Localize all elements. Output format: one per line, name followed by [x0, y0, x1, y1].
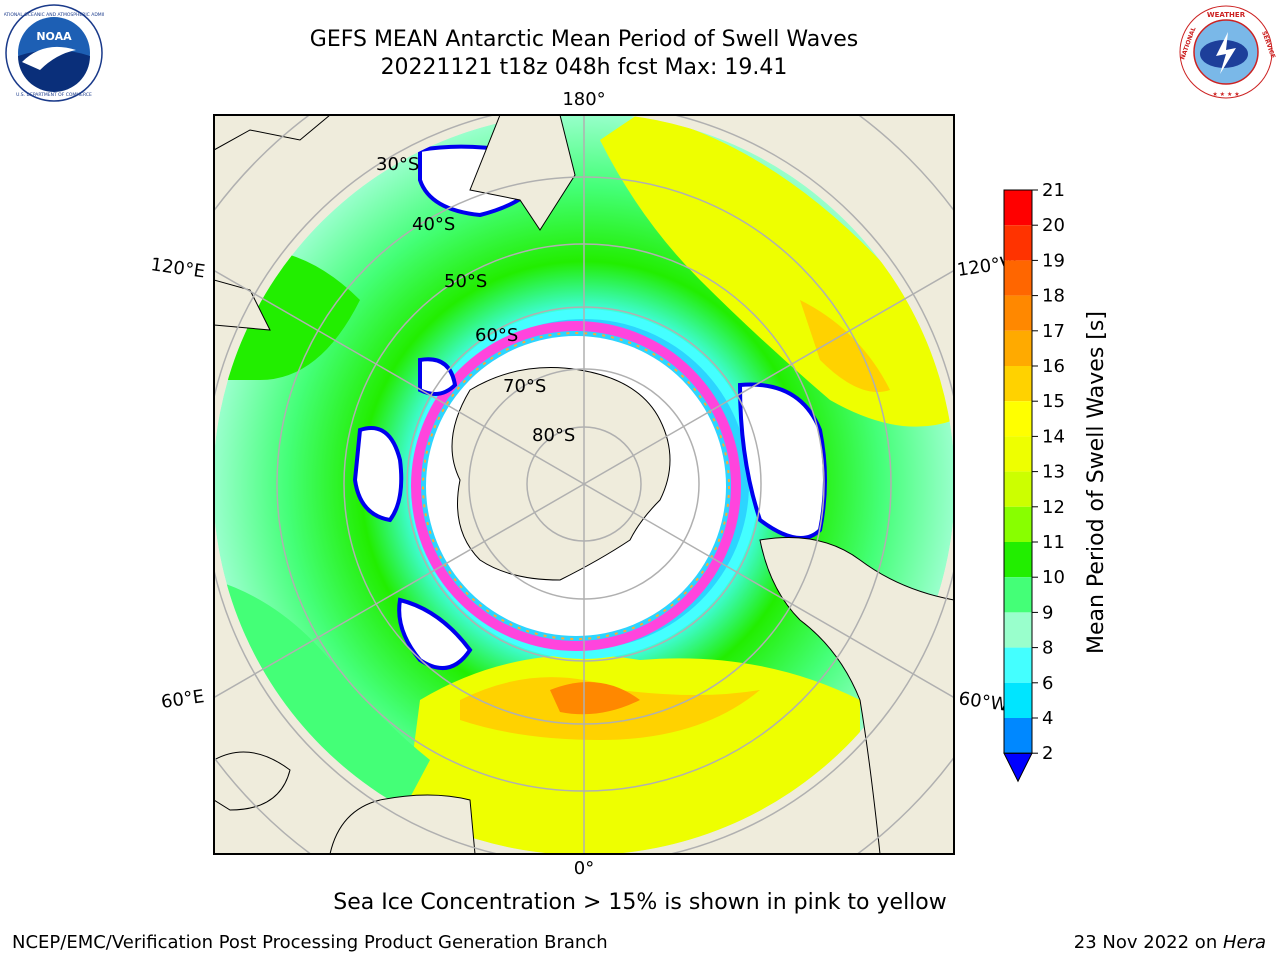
colorbar-tick-label: 12: [1042, 497, 1065, 518]
colorbar-band: [1004, 295, 1032, 331]
colorbar-tick-label: 14: [1042, 426, 1065, 447]
footer-branch: NCEP/EMC/Verification Post Processing Pr…: [12, 932, 608, 953]
svg-text:U.S. DEPARTMENT OF COMMERCE: U.S. DEPARTMENT OF COMMERCE: [16, 92, 92, 98]
colorbar-tick-label: 15: [1042, 391, 1065, 412]
colorbar-band: [1004, 542, 1032, 578]
colorbar-tick-label: 17: [1042, 321, 1065, 342]
lon-label-60e: 60°E: [160, 686, 206, 713]
colorbar-tick-label: 13: [1042, 462, 1065, 483]
south-america: [759, 537, 954, 854]
colorbar-band: [1004, 330, 1032, 366]
colorbar-tick-label: 21: [1042, 180, 1065, 201]
colorbar-tick-label: 10: [1042, 567, 1065, 588]
colorbar-tick-label: 18: [1042, 286, 1065, 307]
noaa-logo: NOAA NATIONAL OCEANIC AND ATMOSPHERIC AD…: [4, 4, 104, 102]
australia-edge: [214, 279, 271, 331]
colorbar-band: [1004, 225, 1032, 261]
colorbar-band: [1004, 577, 1032, 613]
colorbar-label: Mean Period of Swell Waves [s]: [1084, 311, 1109, 654]
colorbar-band: [1004, 647, 1032, 683]
colorbar-tick-label: 20: [1042, 215, 1065, 236]
lon-label-0: 0°: [574, 858, 594, 879]
svg-text:WEATHER: WEATHER: [1207, 11, 1246, 19]
antarctica: [451, 367, 671, 581]
colorbar-band: [1004, 260, 1032, 296]
colorbar-band: [1004, 366, 1032, 402]
lat-label-30s: 30°S: [376, 154, 419, 175]
footer-machine: Hera: [1222, 932, 1266, 953]
colorbar-tick-label: 6: [1042, 673, 1053, 694]
colorbar-tick-label: 8: [1042, 638, 1053, 659]
map-frame: [213, 114, 955, 855]
colorbar-band: [1004, 190, 1032, 226]
colorbar-tick-label: 9: [1042, 602, 1053, 623]
lat-label-60s: 60°S: [475, 325, 518, 346]
colorbar-band: [1004, 471, 1032, 507]
svg-text:★ ★ ★ ★: ★ ★ ★ ★: [1212, 91, 1239, 98]
colorbar-ticks: 21 20 19 18 17 16 15 14 13 12 11 10 9 8 6 4 2: [1032, 180, 1065, 764]
colorbar-band: [1004, 682, 1032, 718]
svg-text:NATIONAL OCEANIC AND ATMOSPHER: NATIONAL OCEANIC AND ATMOSPHERIC ADMIN.: [4, 12, 104, 18]
footer-date: 23 Nov 2022 on Hera: [1074, 932, 1266, 953]
colorbar-tick-label: 16: [1042, 356, 1065, 377]
colorbar-band: [1004, 436, 1032, 472]
nws-logo: WEATHER ★ ★ ★ ★ NATIONAL SERVICE: [1179, 5, 1276, 99]
colorbar-tick-label: 4: [1042, 708, 1053, 729]
colorbar-tick-label: 2: [1042, 743, 1053, 764]
colorbar-under-arrow: [1003, 752, 1033, 783]
lon-label-120e: 120°E: [149, 254, 206, 282]
footer-date-text: 23 Nov 2022 on: [1073, 932, 1223, 953]
colorbar-band: [1004, 718, 1032, 754]
colorbar-band: [1004, 401, 1032, 437]
colorbar: 21 20 19 18 17 16 15 14 13 12 11 10 9 8 6 4 2: [1003, 180, 1065, 783]
lat-label-40s: 40°S: [412, 214, 455, 235]
sea-ice-note: Sea Ice Concentration > 15% is shown in …: [333, 890, 947, 915]
colorbar-band: [1004, 612, 1032, 648]
chart-title: GEFS MEAN Antarctic Mean Period of Swell…: [309, 27, 859, 52]
colorbar-tick-label: 19: [1042, 250, 1065, 271]
lat-label-70s: 70°S: [503, 376, 546, 397]
colorbar-tick-label: 11: [1042, 532, 1065, 553]
colorbar-band: [1004, 506, 1032, 542]
colorbar-bands: [1003, 189, 1033, 783]
land-top-left: [214, 115, 331, 151]
lat-label-50s: 50°S: [444, 271, 487, 292]
south-africa: [329, 794, 476, 854]
new-zealand: [469, 115, 576, 231]
graticule: [214, 115, 954, 854]
lon-label-180: 180°: [562, 89, 605, 110]
svg-text:NOAA: NOAA: [36, 30, 72, 43]
chart-subtitle: 20221121 t18z 048h fcst Max: 19.41: [380, 55, 788, 80]
lat-label-80s: 80°S: [532, 425, 575, 446]
madagascar: [214, 751, 291, 811]
